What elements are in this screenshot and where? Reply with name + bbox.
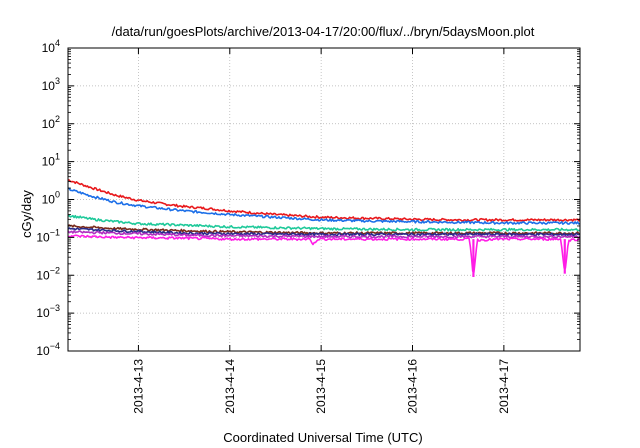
x-tick-label: 2013-4-16	[406, 359, 420, 414]
x-tick-label: 2013-4-14	[223, 359, 237, 414]
y-tick-label: 10−4	[36, 341, 60, 358]
y-tick-label: 10−3	[36, 303, 60, 320]
series-line-7	[67, 234, 581, 274]
y-tick-label: 103	[42, 76, 60, 93]
y-axis-title: cGy/day	[19, 190, 34, 238]
grid	[68, 48, 580, 351]
series-line-1	[67, 179, 581, 222]
x-axis-title: Coordinated Universal Time (UTC)	[223, 430, 422, 445]
x-tick-label: 2013-4-15	[314, 359, 328, 414]
y-tick-label: 101	[42, 152, 60, 169]
y-tick-label: 10−1	[36, 227, 60, 244]
y-tick-label: 100	[42, 190, 60, 207]
axes: 10−4 10−3 10−2 10−1 100 101 102 103 104 2013-4-13…	[36, 38, 581, 414]
plot-frame	[67, 47, 581, 352]
series-line-3	[67, 214, 581, 232]
series-line-6	[67, 230, 581, 239]
series-line-2	[68, 187, 581, 225]
y-tick-label: 102	[42, 114, 60, 131]
plot-area	[67, 179, 581, 277]
x-tick-label: 2013-4-17	[497, 359, 511, 414]
chart-title: /data/run/goesPlots/archive/2013-04-17/2…	[112, 24, 535, 39]
y-tick-label: 10−2	[36, 265, 60, 282]
x-tick-label: 2013-4-13	[131, 359, 145, 414]
y-tick-label: 104	[42, 38, 60, 55]
